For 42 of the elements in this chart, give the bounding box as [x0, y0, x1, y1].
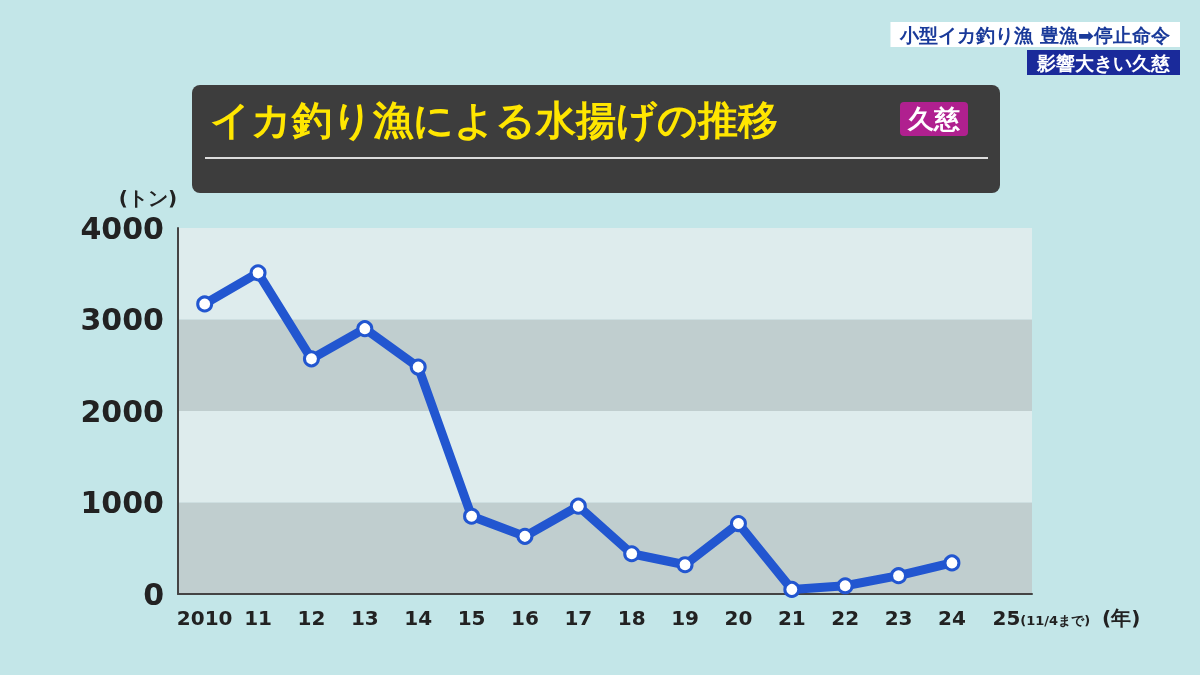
x-tick-label: 13	[350, 606, 379, 630]
x-tick-label: 24	[938, 606, 966, 630]
y-tick-label: 4000	[80, 210, 164, 246]
x-tick-label: 21	[777, 606, 806, 630]
point	[409, 358, 427, 376]
x-tick-label: 20	[724, 606, 753, 630]
y-axis-title: (トン)	[118, 186, 178, 210]
x-tick-label: 19	[671, 606, 699, 630]
x-tick-label: 16	[511, 606, 539, 630]
text: 小型イカ釣り漁 豊漁➡停止命令	[899, 23, 1171, 46]
chart-title: イカ釣り漁による水揚げの推移	[210, 97, 778, 143]
x-tick-label: 15	[457, 606, 486, 630]
point	[836, 577, 854, 595]
point	[676, 556, 694, 574]
point	[356, 320, 374, 338]
x-tick-label: 22	[831, 606, 860, 630]
x-tick-label: 11	[244, 606, 272, 630]
point	[890, 567, 908, 585]
x-tick-label: 12	[297, 606, 326, 630]
text: 影響大きい久慈	[1036, 51, 1171, 74]
y-tick-label: 2000	[80, 393, 164, 429]
x-axis-title: (年)	[1102, 606, 1141, 630]
x-tick-label: 18	[617, 606, 646, 630]
point	[569, 497, 587, 515]
chart-subtitle: 久慈	[907, 104, 960, 134]
point	[302, 350, 320, 368]
point	[729, 515, 747, 533]
point	[249, 264, 267, 282]
point	[516, 527, 534, 545]
y-tick-label: 0	[143, 576, 164, 612]
x-tick-label: 14	[404, 606, 433, 630]
x-tick-label: 2010	[176, 606, 233, 630]
y-tick-label: 3000	[80, 302, 164, 337]
x-tick-label: 25(11/4まで)	[992, 606, 1091, 630]
point	[196, 295, 214, 313]
point	[463, 507, 481, 525]
point	[943, 554, 961, 572]
x-tick-label: 23	[884, 606, 913, 630]
y-tick-label: 1000	[80, 485, 164, 520]
x-tick-label: 17	[564, 606, 593, 630]
point	[623, 545, 641, 563]
point	[783, 580, 801, 598]
